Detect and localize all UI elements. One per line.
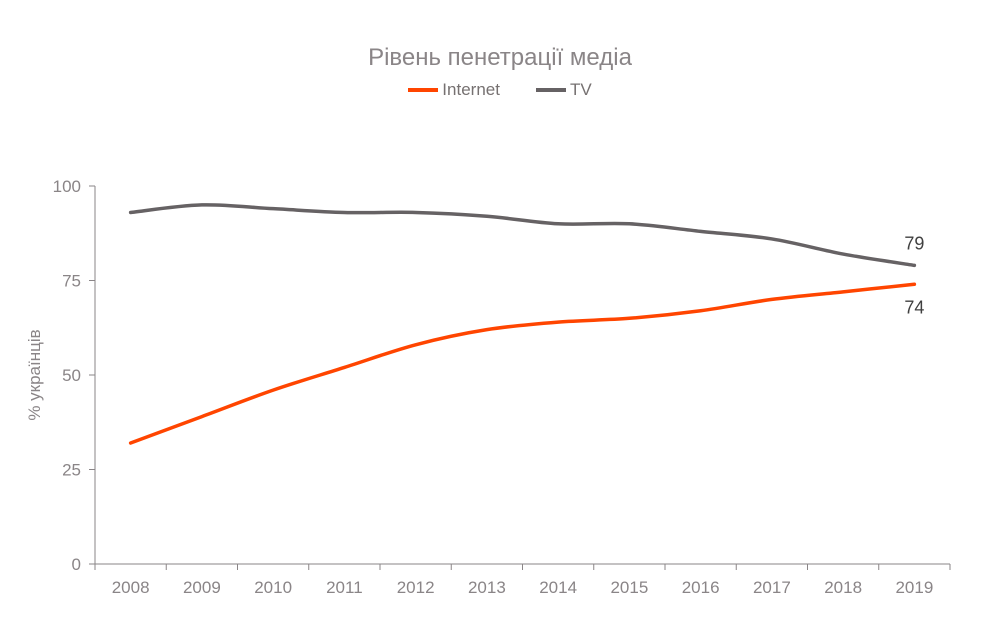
x-tick-label: 2013 — [468, 578, 506, 597]
legend: Internet TV — [0, 80, 1000, 100]
x-tick-label: 2018 — [824, 578, 862, 597]
x-tick-label: 2008 — [112, 578, 150, 597]
y-tick-label: 50 — [62, 366, 81, 385]
series-line-tv — [128, 203, 917, 268]
x-tick-label: 2016 — [682, 578, 720, 597]
legend-item-internet: Internet — [408, 80, 500, 100]
y-tick-label: 25 — [62, 461, 81, 480]
x-tick-label: 2012 — [397, 578, 435, 597]
data-label-internet: 74 — [904, 297, 924, 317]
x-tick-label: 2011 — [326, 578, 363, 597]
y-tick-label: 100 — [53, 177, 81, 196]
x-tick-label: 2019 — [895, 578, 933, 597]
legend-label-tv: TV — [569, 80, 592, 99]
data-label-tv: 79 — [904, 233, 924, 253]
x-tick-label: 2014 — [539, 578, 577, 597]
x-tick-label: 2017 — [753, 578, 791, 597]
x-tick-label: 2010 — [254, 578, 292, 597]
y-tick-label: 0 — [72, 555, 81, 574]
y-tick-label: 75 — [62, 272, 81, 291]
series-line-internet — [128, 282, 917, 445]
x-tick-label: 2015 — [610, 578, 648, 597]
legend-swatch-internet — [408, 88, 439, 92]
chart-title: Рівень пенетрації медіа — [368, 44, 632, 71]
legend-label-internet: Internet — [442, 80, 500, 99]
y-axis-label: % українців — [25, 329, 44, 420]
x-tick-label: 2009 — [183, 578, 221, 597]
legend-item-tv: TV — [535, 80, 592, 100]
legend-swatch-tv — [535, 88, 566, 92]
